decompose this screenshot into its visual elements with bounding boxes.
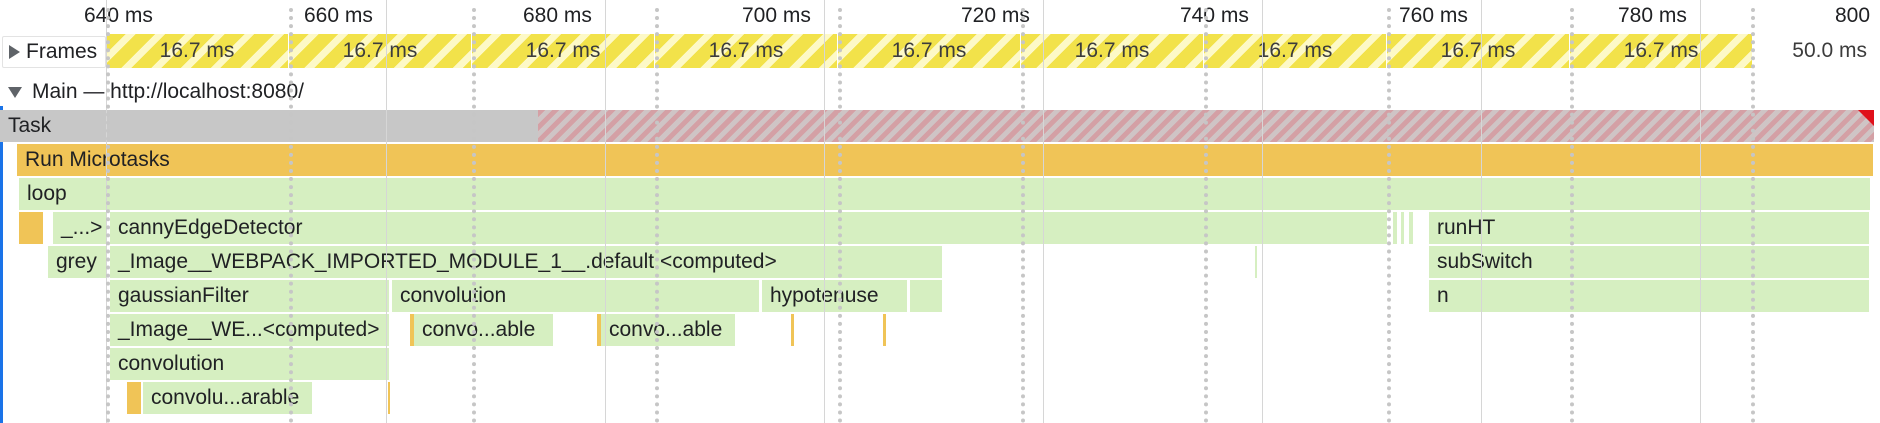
event-canny-edge-detector[interactable]: cannyEdgeDetector [110,212,1388,244]
event-sub-switch[interactable]: subSwitch [1429,246,1870,278]
frame-bar-idle[interactable]: 50.0 ms [1753,34,1880,68]
long-task-warning-stripes[interactable] [538,110,1874,142]
event-truncated[interactable]: _...> [53,212,108,244]
event-convo-able[interactable]: convo...able [414,314,554,346]
event-convolution-inner[interactable]: convolution [110,348,390,380]
frames-track-header[interactable]: Frames [2,36,107,68]
event-task[interactable]: Task [0,110,540,142]
tick-label: 740 ms [1180,4,1249,27]
event-microtask-small[interactable] [19,212,44,244]
time-ruler[interactable]: 640 ms 660 ms 680 ms 700 ms 720 ms 740 m… [0,0,1880,30]
tick-label: 660 ms [304,4,373,27]
frame-bar[interactable]: 16.7 ms [106,34,289,68]
event-image-computed-short[interactable]: _Image__WE...<computed> [110,314,390,346]
event-microtask-sliver[interactable] [597,314,601,346]
tick-label: 680 ms [523,4,592,27]
collapse-triangle-down-icon[interactable] [8,86,22,98]
event-image-computed[interactable]: _Image__WEBPACK_IMPORTED_MODULE_1__.defa… [110,246,943,278]
event-hypotenuse[interactable]: hypotenuse [762,280,908,312]
frame-bar[interactable]: 16.7 ms [1021,34,1204,68]
event-microtask-sliver[interactable] [791,314,794,346]
frame-bar[interactable]: 16.7 ms [289,34,472,68]
frames-track-label: Frames [26,40,98,63]
frame-bar[interactable]: 16.7 ms [655,34,838,68]
event-sliver[interactable] [1393,212,1397,244]
frame-bar[interactable]: 16.7 ms [1387,34,1570,68]
event-run-microtasks[interactable]: Run Microtasks [17,144,1874,176]
frame-bar[interactable]: 16.7 ms [838,34,1021,68]
event-microtask-sliver[interactable] [410,314,414,346]
tick-label: 780 ms [1618,4,1687,27]
frame-bar[interactable]: 16.7 ms [472,34,655,68]
tick-label: 700 ms [742,4,811,27]
event-convolution[interactable]: convolution [392,280,760,312]
main-thread-accent-bar [0,106,3,423]
event-sliver[interactable] [1409,212,1413,244]
frame-bar[interactable]: 16.7 ms [1570,34,1753,68]
event-run-ht[interactable]: runHT [1429,212,1870,244]
event-sliver[interactable] [1255,246,1257,278]
event-grey[interactable]: grey [48,246,108,278]
event-loop[interactable]: loop [19,178,1871,210]
tick-label: 800 [1835,4,1871,27]
event-small[interactable] [910,280,943,312]
main-thread-label: Main — http://localhost:8080/ [32,80,304,103]
event-convolu-arable[interactable]: convolu...arable [143,382,313,414]
tick-label: 640 ms [84,4,153,27]
main-thread-header[interactable]: Main — http://localhost:8080/ [8,78,304,106]
event-microtask-sliver[interactable] [388,382,390,414]
frame-bar[interactable]: 16.7 ms [1204,34,1387,68]
event-microtask-sliver[interactable] [883,314,886,346]
event-microtask-small[interactable] [127,382,141,414]
long-task-warning-icon [1858,110,1874,126]
frames-track[interactable]: 16.7 ms 16.7 ms 16.7 ms 16.7 ms 16.7 ms … [0,34,1880,70]
event-gaussian-filter[interactable]: gaussianFilter [110,280,390,312]
event-sliver[interactable] [1401,212,1404,244]
expand-triangle-right-icon[interactable] [9,45,20,59]
event-n[interactable]: n [1429,280,1870,312]
event-convo-able[interactable]: convo...able [601,314,736,346]
tick-label: 720 ms [961,4,1030,27]
tick-label: 760 ms [1399,4,1468,27]
